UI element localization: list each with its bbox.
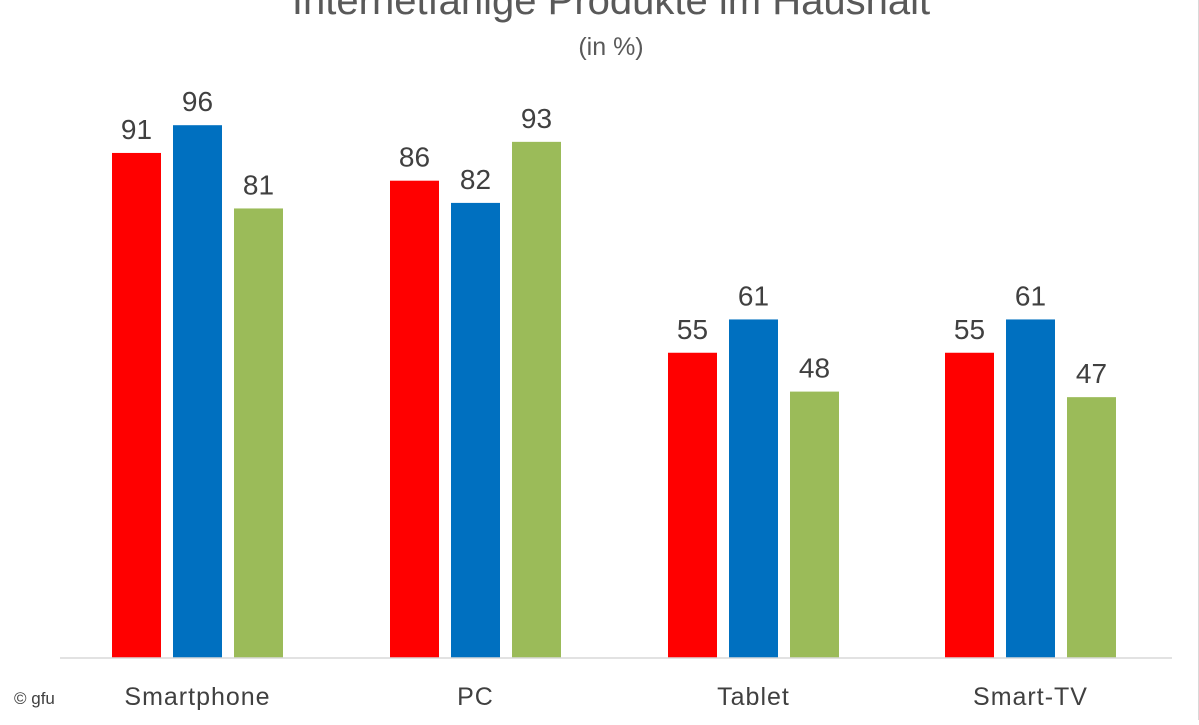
bar [1067,397,1116,658]
data-label: 61 [1015,280,1046,311]
category-labels-layer: Smartphone PC Tablet Smart-TV [124,683,1088,711]
bar [1006,319,1055,658]
bar [234,208,283,658]
bar [945,352,994,658]
bar [790,391,839,658]
category-label: PC [457,683,494,711]
data-labels-layer: 91 96 81 86 82 93 55 61 48 55 61 47 [121,86,1107,389]
data-label: 96 [182,86,213,117]
category-label: Smart-TV [973,683,1088,711]
bar [173,125,222,658]
bar [112,152,161,658]
data-label: 47 [1076,358,1107,389]
data-label: 91 [121,114,152,145]
data-label: 48 [799,353,830,384]
data-label: 93 [521,103,552,134]
data-label: 55 [954,314,985,345]
bar [512,141,561,659]
data-label: 61 [738,280,769,311]
category-label: Smartphone [124,683,270,711]
bars-layer [112,125,1116,659]
chart-title: Internetfähige Produkte im Haushalt [292,0,930,23]
data-label: 86 [399,142,430,173]
data-label: 81 [243,169,274,200]
data-label: 82 [460,164,491,195]
bar [390,180,439,658]
data-label: 55 [677,314,708,345]
bar [668,352,717,658]
chart-subtitle: (in %) [578,33,643,61]
bar [729,319,778,658]
bar [451,202,500,658]
copyright-text: © gfu [14,689,55,708]
category-label: Tablet [717,683,790,711]
